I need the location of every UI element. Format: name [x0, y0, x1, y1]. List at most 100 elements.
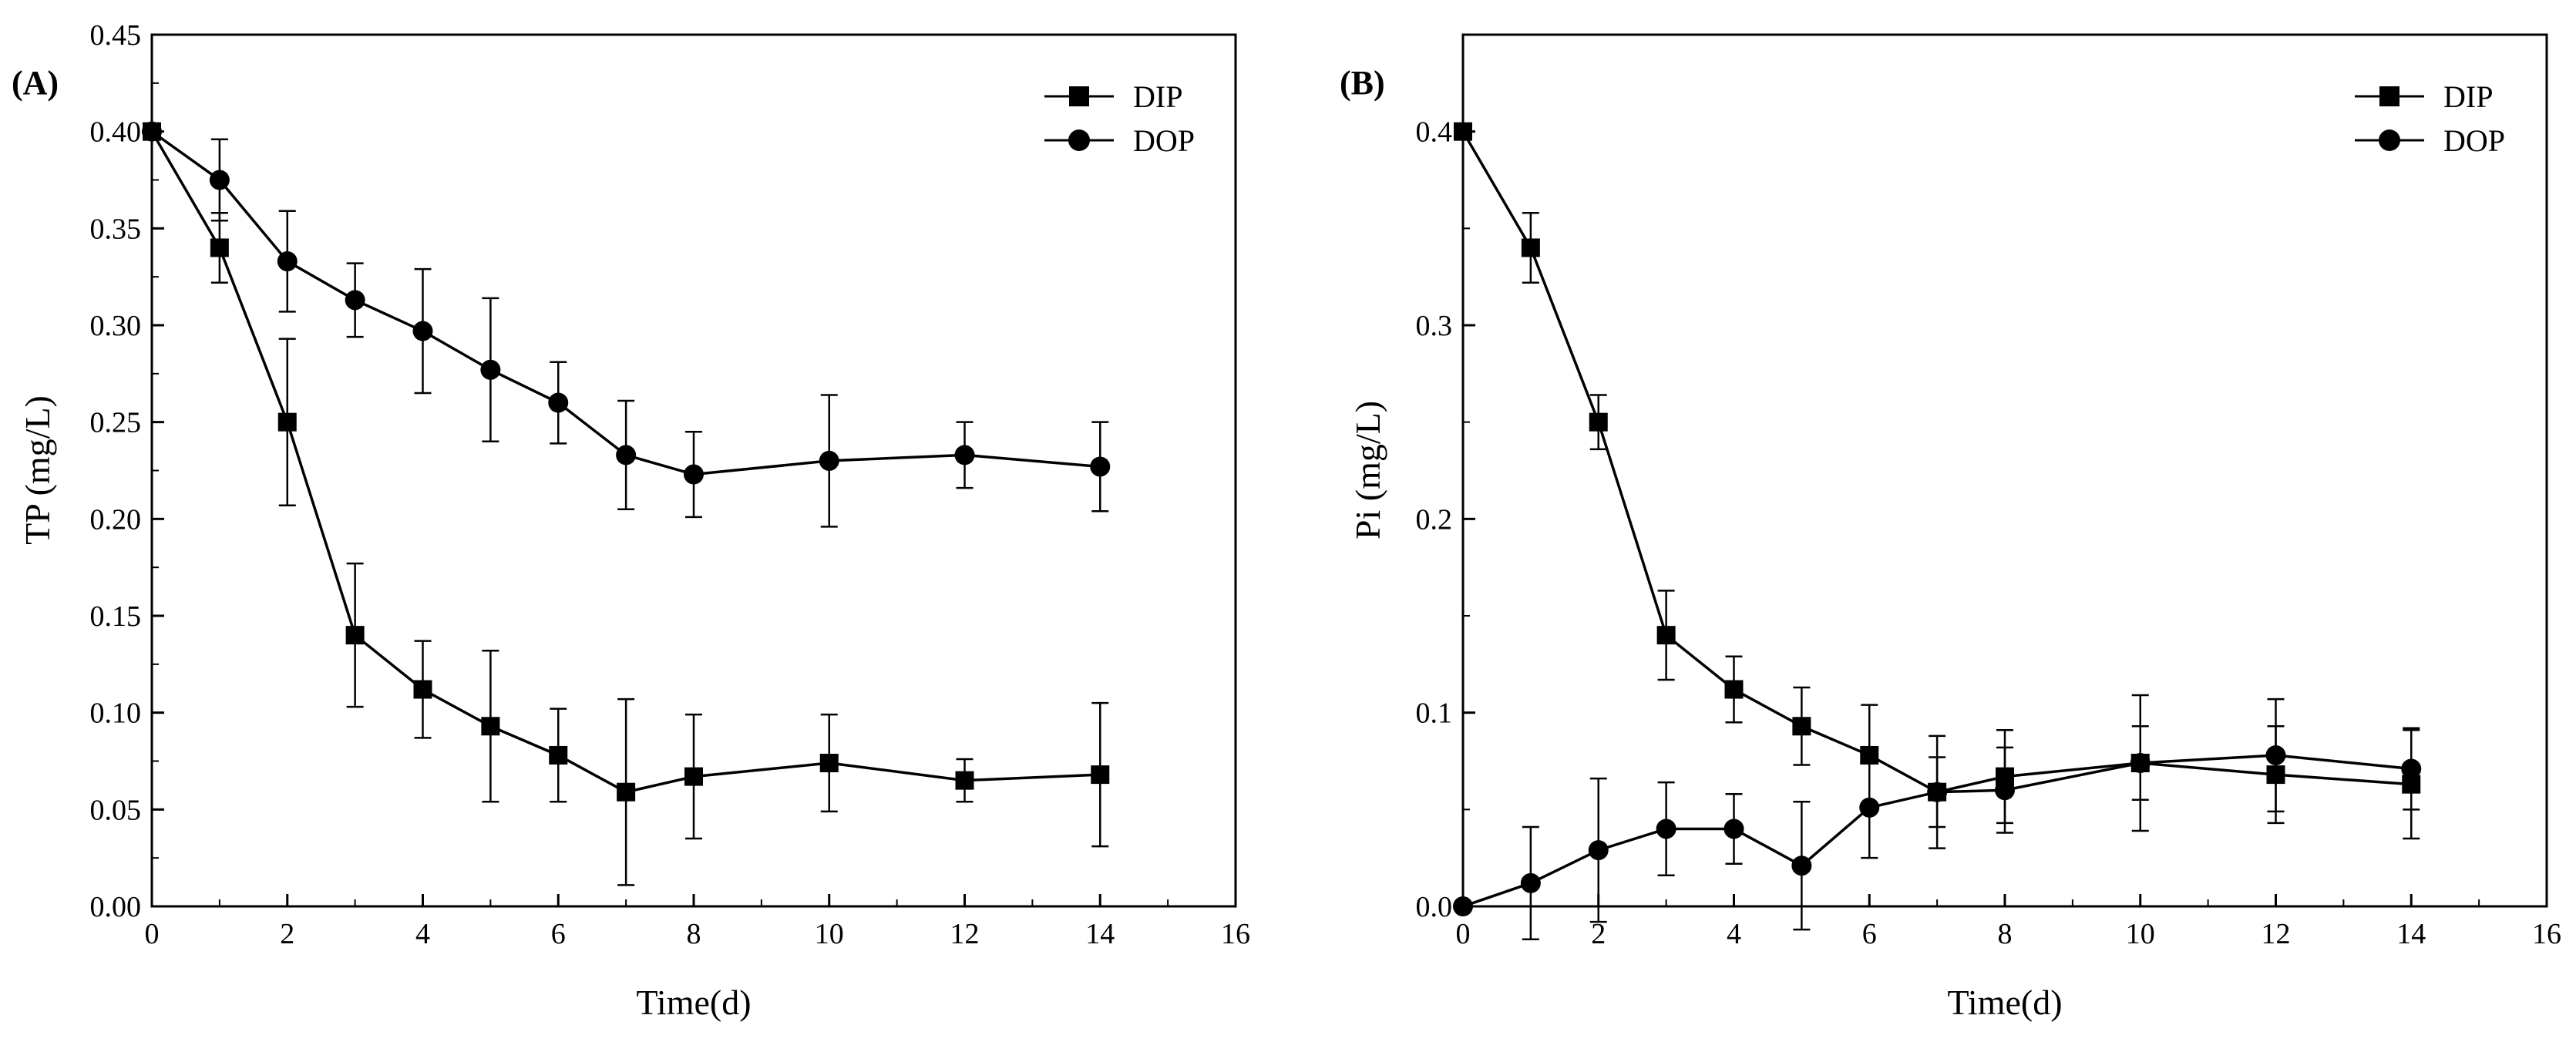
y-tick-label-b-1: 0.1 — [1416, 697, 1453, 730]
x-tick-label-a-5: 10 — [815, 918, 844, 950]
data-point-dop-a-6 — [548, 392, 569, 413]
x-tick-label-b-8: 16 — [2532, 918, 2561, 950]
data-point-dip-a-7 — [617, 782, 636, 802]
legend-label-dip-b: DIP — [2443, 79, 2493, 114]
data-point-dop-a-2 — [277, 251, 298, 272]
y-tick-label-b-4: 0.4 — [1416, 116, 1453, 149]
y-tick-label-a-7: 0.35 — [90, 213, 142, 245]
data-point-dop-a-7 — [616, 445, 637, 466]
legend-b: DIP DOP — [2355, 79, 2505, 158]
legend-marker-dop-b — [2379, 129, 2400, 151]
legend-a: DIP DOP — [1044, 79, 1195, 158]
panel-label-a: (A) — [12, 64, 59, 102]
x-axis-title-a: Time(d) — [636, 983, 751, 1022]
y-tick-label-a-9: 0.45 — [90, 19, 142, 52]
y-tick-label-a-6: 0.30 — [90, 310, 142, 342]
legend-marker-dop-a — [1068, 129, 1090, 151]
series-line-dip-a — [150, 130, 1101, 794]
y-tick-label-b-3: 0.3 — [1416, 310, 1453, 342]
data-point-dip-b-3 — [1656, 626, 1676, 645]
data-point-dop-b-1 — [1520, 872, 1541, 893]
y-tick-label-a-4: 0.20 — [90, 503, 142, 536]
x-tick-label-b-7: 14 — [2396, 918, 2426, 950]
data-point-dop-a-11 — [1090, 456, 1111, 477]
x-tick-label-b-1: 2 — [1591, 918, 1606, 950]
data-point-dip-a-6 — [549, 745, 568, 765]
data-point-dop-a-1 — [209, 170, 230, 190]
x-tick-label-a-3: 6 — [551, 918, 566, 950]
data-point-dop-b-3 — [1656, 818, 1676, 839]
data-point-dip-b-0 — [1454, 122, 1472, 141]
y-tick-label-a-8: 0.40 — [90, 116, 142, 149]
x-tick-label-b-2: 4 — [1727, 918, 1741, 950]
panel-a: 0 2 4 6 8 10 12 14 16 0.00 0.05 0.10 0.15 0.20 0.25 0.3… — [12, 19, 1250, 1022]
data-point-dop-a-0 — [142, 121, 162, 142]
series-layer-b — [1453, 122, 2422, 940]
data-point-dop-b-8 — [1995, 780, 2015, 801]
x-tick-label-a-1: 2 — [280, 918, 294, 950]
data-point-dip-a-11 — [1091, 765, 1110, 785]
panel-label-b: (B) — [1340, 64, 1385, 102]
y-tick-label-a-1: 0.05 — [90, 794, 142, 826]
data-point-dop-b-6 — [1859, 797, 1880, 818]
x-tick-label-a-4: 8 — [687, 918, 701, 950]
x-tick-label-b-4: 8 — [1998, 918, 2013, 950]
x-tick-label-b-0: 0 — [1456, 918, 1471, 950]
data-point-dop-a-10 — [954, 445, 975, 466]
legend-label-dip-a: DIP — [1133, 79, 1182, 114]
data-point-dop-b-7 — [1927, 782, 1948, 802]
data-point-dip-a-2 — [277, 412, 297, 432]
data-point-dip-a-10 — [955, 771, 974, 790]
data-point-dop-b-5 — [1791, 855, 1812, 876]
series-line-dop-b — [1462, 754, 2412, 908]
y-tick-label-a-5: 0.25 — [90, 407, 142, 439]
ticks-a: 0 2 4 6 8 10 12 14 16 0.00 0.05 0.10 0.15 0.20 0.25 0.3… — [90, 19, 1251, 950]
data-point-dip-b-1 — [1521, 238, 1540, 257]
data-point-dop-b-11 — [2401, 758, 2422, 779]
x-tick-label-b-3: 6 — [1862, 918, 1877, 950]
legend-marker-dip-a — [1069, 86, 1089, 106]
data-point-dip-a-3 — [345, 626, 365, 645]
data-point-dop-a-3 — [345, 290, 365, 311]
y-axis-title-b: Pi (mg/L) — [1348, 401, 1387, 539]
data-point-dop-a-4 — [412, 321, 433, 341]
data-point-dop-b-9 — [2130, 753, 2151, 774]
data-point-dip-a-9 — [819, 754, 839, 773]
x-axis-title-b: Time(d) — [1947, 983, 2062, 1022]
data-point-dip-a-8 — [684, 767, 703, 786]
data-point-dip-b-5 — [1792, 717, 1811, 736]
series-layer-a — [142, 121, 1111, 886]
data-point-dop-a-9 — [819, 450, 839, 471]
x-tick-label-a-8: 16 — [1221, 918, 1250, 950]
series-line-dip-b — [1461, 130, 2412, 794]
data-point-dip-a-5 — [481, 717, 500, 736]
legend-marker-dip-b — [2379, 86, 2399, 106]
legend-label-dop-b: DOP — [2443, 123, 2505, 158]
data-point-dop-a-8 — [684, 464, 704, 485]
data-point-dop-b-0 — [1453, 896, 1473, 916]
data-point-dip-b-2 — [1589, 412, 1608, 432]
x-tick-label-a-7: 14 — [1085, 918, 1115, 950]
data-point-dop-b-2 — [1588, 840, 1609, 861]
x-tick-label-a-0: 0 — [145, 918, 160, 950]
y-tick-label-b-0: 0.0 — [1416, 891, 1453, 923]
data-point-dip-b-4 — [1724, 680, 1744, 699]
data-point-dop-b-10 — [2265, 745, 2286, 765]
x-tick-label-b-5: 10 — [2126, 918, 2155, 950]
data-point-dip-a-1 — [210, 238, 229, 257]
y-tick-label-a-2: 0.10 — [90, 697, 142, 730]
y-axis-title-a: TP (mg/L) — [18, 395, 57, 545]
ticks-b: 0 2 4 6 8 10 12 14 16 0.0 0.1 0.2 0.3 0.4 — [1416, 116, 2562, 950]
data-point-dop-b-4 — [1723, 818, 1744, 839]
data-point-dop-a-5 — [480, 359, 501, 380]
x-tick-label-a-6: 12 — [950, 918, 980, 950]
data-point-dip-a-4 — [413, 680, 432, 699]
series-line-dop-a — [150, 130, 1101, 476]
y-tick-label-a-0: 0.00 — [90, 891, 142, 923]
x-tick-label-b-6: 12 — [2262, 918, 2291, 950]
y-tick-label-b-2: 0.2 — [1416, 503, 1453, 536]
legend-label-dop-a: DOP — [1133, 123, 1195, 158]
x-tick-label-a-2: 4 — [415, 918, 430, 950]
